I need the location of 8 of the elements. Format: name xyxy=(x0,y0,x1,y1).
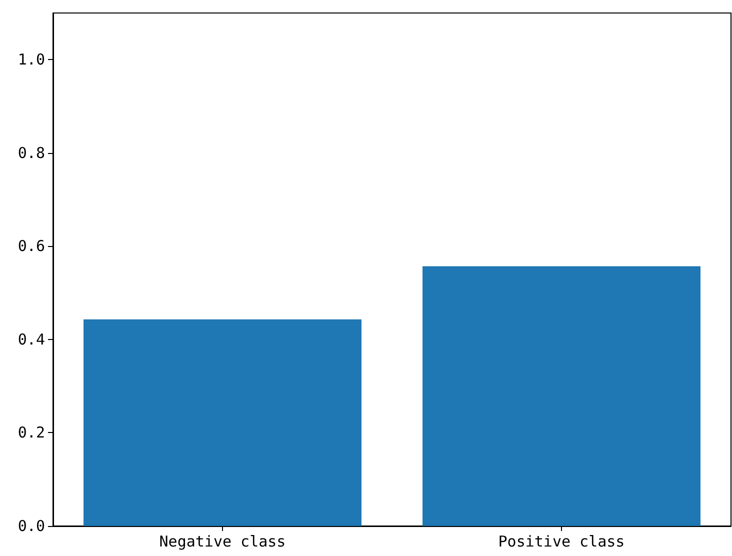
y-tick-label: 0.4 xyxy=(18,330,45,348)
y-tick-label: 1.0 xyxy=(18,50,45,69)
y-tick-label: 0.0 xyxy=(18,517,45,535)
y-tick-label: 0.8 xyxy=(18,144,45,162)
x-tick-label: Negative class xyxy=(159,532,286,550)
x-tick-label: Positive class xyxy=(498,532,625,550)
y-tick-label: 0.2 xyxy=(18,424,45,442)
y-tick-label: 0.6 xyxy=(18,237,45,256)
